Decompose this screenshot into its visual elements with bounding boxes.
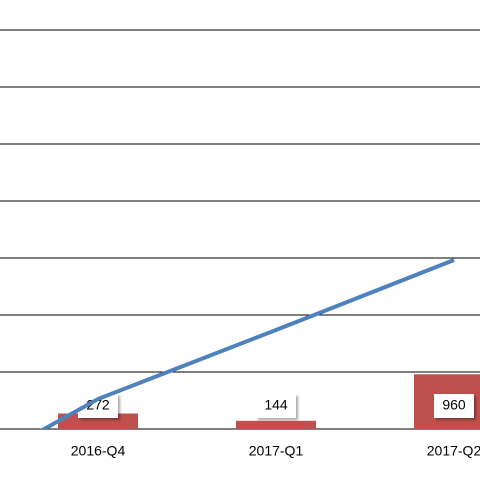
- data-label-text: 144: [264, 397, 288, 413]
- x-tick-label: 2017-Q2: [427, 443, 480, 459]
- data-label-box: [256, 394, 296, 418]
- data-label-text: 960: [442, 397, 466, 413]
- bar: [236, 420, 316, 429]
- x-tick-label: 2016-Q4: [71, 443, 126, 459]
- x-tick-label: 2017-Q1: [249, 443, 304, 459]
- data-label: 144: [256, 394, 296, 418]
- data-label-box: [434, 394, 474, 418]
- data-label: 960: [434, 394, 474, 418]
- line: [40, 258, 455, 429]
